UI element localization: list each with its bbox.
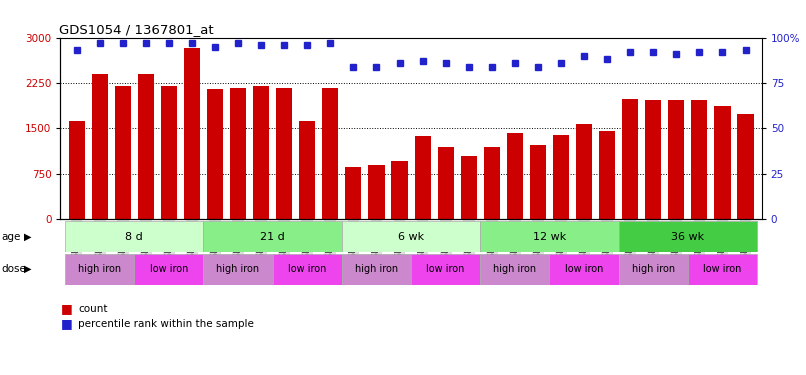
Bar [69, 121, 85, 219]
Bar [619, 221, 757, 252]
Bar [65, 221, 203, 252]
Text: GDS1054 / 1367801_at: GDS1054 / 1367801_at [59, 23, 214, 36]
Bar [737, 114, 754, 219]
Bar [114, 86, 131, 219]
Bar [230, 88, 246, 219]
Bar [668, 100, 684, 219]
Text: low iron: low iron [150, 264, 188, 274]
Text: ▶: ▶ [24, 232, 31, 242]
Bar [342, 254, 411, 285]
Bar [619, 254, 688, 285]
Text: ■: ■ [60, 318, 73, 330]
Bar [138, 74, 154, 219]
Text: high iron: high iron [493, 264, 537, 274]
Bar [65, 254, 135, 285]
Bar [368, 165, 384, 219]
Bar [342, 221, 480, 252]
Bar [599, 132, 615, 219]
Text: low iron: low iron [704, 264, 742, 274]
Bar [160, 86, 177, 219]
Text: 12 wk: 12 wk [533, 232, 566, 242]
Bar [411, 254, 480, 285]
Bar [530, 145, 546, 219]
Text: age: age [2, 232, 21, 242]
Bar [322, 88, 339, 219]
Bar [299, 121, 315, 219]
Bar [507, 133, 523, 219]
Bar [414, 136, 430, 219]
Bar [622, 99, 638, 219]
Bar [438, 147, 454, 219]
Text: percentile rank within the sample: percentile rank within the sample [78, 319, 254, 329]
Bar [135, 254, 203, 285]
Bar [203, 254, 272, 285]
Bar [480, 221, 619, 252]
Bar [550, 254, 619, 285]
Bar [480, 254, 550, 285]
Bar [272, 254, 342, 285]
Bar [203, 221, 342, 252]
Text: 36 wk: 36 wk [671, 232, 704, 242]
Bar [392, 161, 408, 219]
Bar [688, 254, 757, 285]
Text: ▶: ▶ [24, 264, 31, 274]
Text: low iron: low iron [565, 264, 603, 274]
Bar [184, 48, 200, 219]
Bar [714, 106, 730, 219]
Text: ■: ■ [60, 303, 73, 315]
Bar [276, 88, 293, 219]
Bar [461, 156, 477, 219]
Text: high iron: high iron [78, 264, 121, 274]
Text: 8 d: 8 d [126, 232, 143, 242]
Text: low iron: low iron [426, 264, 465, 274]
Bar [645, 100, 662, 219]
Text: low iron: low iron [288, 264, 326, 274]
Text: high iron: high iron [632, 264, 675, 274]
Bar [92, 74, 108, 219]
Bar [484, 147, 500, 219]
Bar [553, 135, 569, 219]
Text: high iron: high iron [217, 264, 260, 274]
Bar [576, 124, 592, 219]
Text: count: count [78, 304, 108, 314]
Text: 21 d: 21 d [260, 232, 285, 242]
Bar [345, 166, 361, 219]
Bar [207, 89, 223, 219]
Bar [692, 100, 708, 219]
Text: 6 wk: 6 wk [398, 232, 424, 242]
Bar [253, 86, 269, 219]
Text: high iron: high iron [355, 264, 398, 274]
Text: dose: dose [2, 264, 27, 274]
